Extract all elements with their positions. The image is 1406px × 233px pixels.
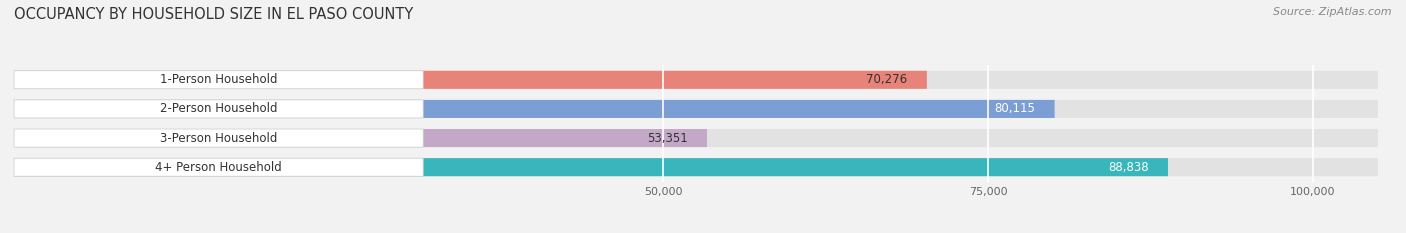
Text: 88,838: 88,838 xyxy=(1108,161,1149,174)
FancyBboxPatch shape xyxy=(14,158,1378,176)
FancyBboxPatch shape xyxy=(14,129,1378,147)
Text: 4+ Person Household: 4+ Person Household xyxy=(155,161,283,174)
FancyBboxPatch shape xyxy=(14,129,707,147)
FancyBboxPatch shape xyxy=(14,100,1378,118)
Text: Source: ZipAtlas.com: Source: ZipAtlas.com xyxy=(1274,7,1392,17)
Text: 70,276: 70,276 xyxy=(866,73,907,86)
FancyBboxPatch shape xyxy=(14,158,423,176)
Text: 2-Person Household: 2-Person Household xyxy=(160,103,277,115)
Text: 80,115: 80,115 xyxy=(994,103,1035,115)
FancyBboxPatch shape xyxy=(14,158,1168,176)
FancyBboxPatch shape xyxy=(14,129,423,147)
Text: 3-Person Household: 3-Person Household xyxy=(160,132,277,144)
FancyBboxPatch shape xyxy=(14,71,423,89)
FancyBboxPatch shape xyxy=(14,71,927,89)
FancyBboxPatch shape xyxy=(14,100,1054,118)
Text: 53,351: 53,351 xyxy=(647,132,688,144)
FancyBboxPatch shape xyxy=(14,71,1378,89)
FancyBboxPatch shape xyxy=(14,100,423,118)
Text: 1-Person Household: 1-Person Household xyxy=(160,73,277,86)
Text: OCCUPANCY BY HOUSEHOLD SIZE IN EL PASO COUNTY: OCCUPANCY BY HOUSEHOLD SIZE IN EL PASO C… xyxy=(14,7,413,22)
